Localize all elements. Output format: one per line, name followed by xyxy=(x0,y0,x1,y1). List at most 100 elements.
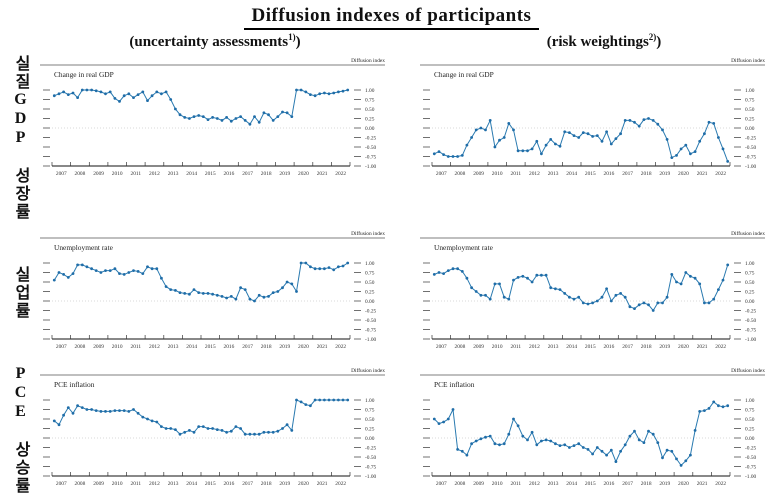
svg-text:2007: 2007 xyxy=(56,344,67,350)
column-subtitles: (uncertainty assessments1)) (risk weight… xyxy=(0,32,783,51)
svg-text:2012: 2012 xyxy=(149,481,160,487)
svg-text:0.75: 0.75 xyxy=(365,271,375,277)
svg-text:0.75: 0.75 xyxy=(365,98,375,104)
row-real-gdp: 실질GDP 성장률 Diffusion index Change in real … xyxy=(0,55,783,221)
svg-text:2022: 2022 xyxy=(715,481,726,487)
svg-text:-0.50: -0.50 xyxy=(745,455,757,461)
svg-text:2016: 2016 xyxy=(604,481,615,487)
svg-text:2020: 2020 xyxy=(678,171,689,177)
svg-text:2011: 2011 xyxy=(511,344,522,350)
svg-text:2017: 2017 xyxy=(242,171,253,177)
subtitle-close: ) xyxy=(295,34,301,50)
svg-text:1.00: 1.00 xyxy=(365,261,375,267)
svg-text:-0.75: -0.75 xyxy=(745,328,757,334)
svg-text:2015: 2015 xyxy=(205,171,216,177)
svg-text:2008: 2008 xyxy=(75,481,86,487)
svg-text:0.25: 0.25 xyxy=(365,117,375,123)
svg-text:0.50: 0.50 xyxy=(365,417,375,423)
svg-text:2014: 2014 xyxy=(566,344,577,350)
svg-text:Diffusion index: Diffusion index xyxy=(351,57,385,64)
svg-text:Diffusion index: Diffusion index xyxy=(351,230,385,237)
svg-text:2019: 2019 xyxy=(659,344,670,350)
footnote-marker-1: 1) xyxy=(288,32,296,42)
subtitle-close: ) xyxy=(656,34,662,50)
svg-text:-0.75: -0.75 xyxy=(745,155,757,161)
svg-text:2008: 2008 xyxy=(455,344,466,350)
svg-text:2019: 2019 xyxy=(279,344,290,350)
svg-text:-1.00: -1.00 xyxy=(365,164,377,170)
svg-text:2015: 2015 xyxy=(585,344,596,350)
svg-text:-1.00: -1.00 xyxy=(365,337,377,343)
svg-text:2015: 2015 xyxy=(585,171,596,177)
svg-text:-0.75: -0.75 xyxy=(365,328,377,334)
svg-text:2021: 2021 xyxy=(697,481,708,487)
diffusion-index-chart-svg: Diffusion index Change in real GDP 1.00 0.7… xyxy=(420,57,765,177)
svg-text:2009: 2009 xyxy=(93,481,104,487)
row-pce-inflation: PCE 상승률 Diffusion index PCE inflation 1.00… xyxy=(0,365,783,495)
svg-text:-0.75: -0.75 xyxy=(745,465,757,471)
svg-text:2017: 2017 xyxy=(242,481,253,487)
diffusion-index-chart-svg: Diffusion index Change in real GDP 1.00 0.7… xyxy=(40,57,385,177)
svg-text:2015: 2015 xyxy=(205,344,216,350)
svg-text:0.75: 0.75 xyxy=(745,98,755,104)
diffusion-index-chart-svg: Diffusion index PCE inflation 1.00 0.75 0.50… xyxy=(420,367,765,487)
svg-text:2020: 2020 xyxy=(678,481,689,487)
svg-text:2007: 2007 xyxy=(56,481,67,487)
svg-text:2017: 2017 xyxy=(622,481,633,487)
chart-unemployment-risk: Diffusion index Unemployment rate 1.00 0.75… xyxy=(420,228,765,358)
svg-text:2021: 2021 xyxy=(317,481,328,487)
svg-text:-0.50: -0.50 xyxy=(365,455,377,461)
diffusion-index-chart-svg: Diffusion index PCE inflation 1.00 0.75 0.50… xyxy=(40,367,385,487)
svg-text:1.00: 1.00 xyxy=(745,88,755,94)
svg-text:0.75: 0.75 xyxy=(745,271,755,277)
svg-text:0.00: 0.00 xyxy=(365,299,375,305)
svg-text:-0.75: -0.75 xyxy=(365,465,377,471)
svg-text:-1.00: -1.00 xyxy=(745,474,757,480)
svg-text:0.25: 0.25 xyxy=(745,290,755,296)
svg-text:2022: 2022 xyxy=(335,344,346,350)
svg-text:-0.25: -0.25 xyxy=(365,136,377,142)
svg-text:PCE inflation: PCE inflation xyxy=(434,380,475,389)
svg-text:Unemployment rate: Unemployment rate xyxy=(434,243,494,252)
svg-text:0.00: 0.00 xyxy=(365,126,375,132)
svg-text:-1.00: -1.00 xyxy=(745,337,757,343)
svg-text:2016: 2016 xyxy=(224,171,235,177)
svg-text:2020: 2020 xyxy=(678,344,689,350)
svg-text:2010: 2010 xyxy=(492,171,503,177)
svg-text:-1.00: -1.00 xyxy=(745,164,757,170)
svg-text:2019: 2019 xyxy=(659,171,670,177)
svg-text:2009: 2009 xyxy=(93,171,104,177)
svg-text:2018: 2018 xyxy=(261,344,272,350)
svg-text:2009: 2009 xyxy=(473,481,484,487)
svg-text:2019: 2019 xyxy=(279,481,290,487)
svg-text:2011: 2011 xyxy=(131,171,142,177)
svg-text:2008: 2008 xyxy=(455,171,466,177)
svg-text:2021: 2021 xyxy=(697,344,708,350)
svg-text:2013: 2013 xyxy=(168,344,179,350)
chart-gdp-uncertainty: Diffusion index Change in real GDP 1.00 0.7… xyxy=(40,55,385,185)
svg-text:-0.25: -0.25 xyxy=(365,309,377,315)
svg-text:2018: 2018 xyxy=(261,171,272,177)
svg-text:0.25: 0.25 xyxy=(745,117,755,123)
svg-text:2017: 2017 xyxy=(622,171,633,177)
svg-text:0.00: 0.00 xyxy=(365,436,375,442)
svg-text:Diffusion index: Diffusion index xyxy=(731,57,765,64)
svg-text:2007: 2007 xyxy=(436,344,447,350)
header: Diffusion indexes of participants xyxy=(0,0,783,30)
svg-text:-0.75: -0.75 xyxy=(365,155,377,161)
svg-text:2013: 2013 xyxy=(168,481,179,487)
svg-text:Change in real GDP: Change in real GDP xyxy=(54,70,114,79)
svg-text:-0.25: -0.25 xyxy=(745,136,757,142)
diffusion-index-chart-svg: Diffusion index Unemployment rate 1.00 0.75… xyxy=(40,230,385,350)
subtitle-text: (uncertainty assessments xyxy=(129,34,289,50)
svg-text:2020: 2020 xyxy=(298,171,309,177)
svg-text:Diffusion index: Diffusion index xyxy=(731,230,765,237)
svg-text:2009: 2009 xyxy=(93,344,104,350)
svg-text:2019: 2019 xyxy=(279,171,290,177)
svg-text:1.00: 1.00 xyxy=(745,261,755,267)
svg-text:2009: 2009 xyxy=(473,171,484,177)
svg-text:Change in real GDP: Change in real GDP xyxy=(434,70,494,79)
svg-text:2022: 2022 xyxy=(715,171,726,177)
svg-text:2008: 2008 xyxy=(75,171,86,177)
chart-unemployment-uncertainty: Diffusion index Unemployment rate 1.00 0.75… xyxy=(40,228,385,358)
